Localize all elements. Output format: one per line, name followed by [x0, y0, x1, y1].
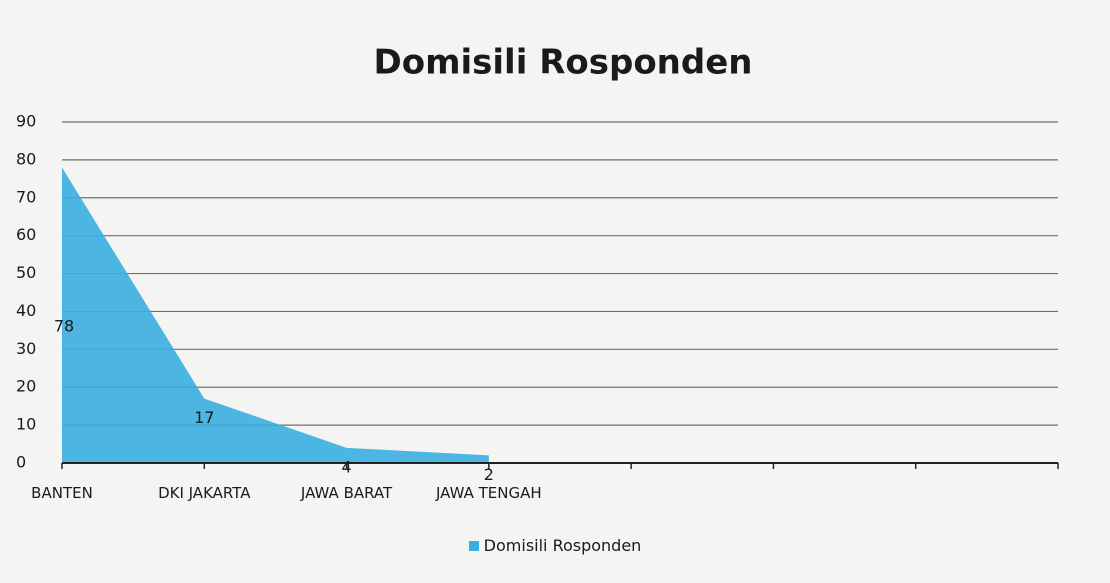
- y-tick-label: 10: [16, 415, 36, 434]
- y-tick-label: 40: [16, 301, 36, 320]
- y-tick-label: 50: [16, 263, 36, 282]
- area: [62, 167, 489, 463]
- x-tick-label: DKI JAKARTA: [158, 484, 251, 502]
- legend-label: Domisili Rosponden: [483, 536, 642, 555]
- y-tick-label: 60: [16, 225, 36, 244]
- legend-swatch: [468, 541, 479, 551]
- y-tick-label: 0: [16, 453, 26, 472]
- data-label: 17: [194, 408, 214, 427]
- data-label: 78: [54, 317, 74, 336]
- data-label: 2: [484, 465, 494, 484]
- x-tick-label: JAWA TENGAH: [436, 484, 542, 502]
- y-tick-label: 70: [16, 187, 36, 206]
- legend: Domisili Rosponden: [0, 536, 1110, 555]
- y-tick-label: 80: [16, 149, 36, 168]
- y-tick-label: 20: [16, 377, 36, 396]
- chart-title: Domisili Rosponden: [374, 43, 753, 83]
- x-tick-label: JAWA BARAT: [300, 484, 393, 502]
- x-tick-label: BANTEN: [31, 484, 93, 502]
- data-label: 4: [341, 457, 351, 476]
- y-tick-label: 30: [16, 339, 36, 358]
- y-tick-label: 90: [16, 112, 36, 131]
